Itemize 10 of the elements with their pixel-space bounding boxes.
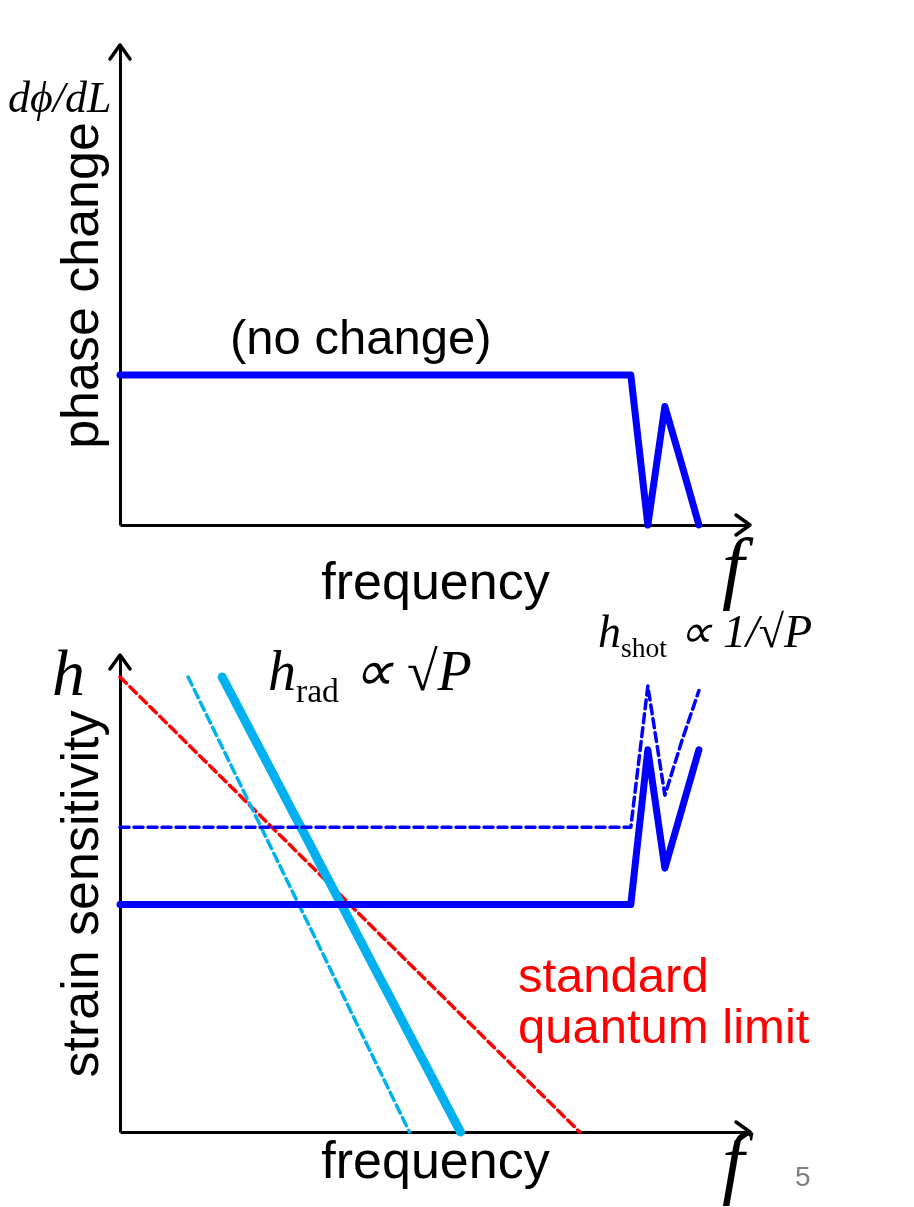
text: dϕ/dL <box>8 73 112 122</box>
text: h <box>52 636 85 709</box>
annotation: h$_{rad}$ ∝ √P <box>268 640 472 710</box>
x-axis-title: frequency <box>321 1130 550 1189</box>
text: 5 <box>795 1161 811 1192</box>
y-axis-title: phase change <box>50 122 109 449</box>
x-axis-title: frequency <box>321 551 550 610</box>
y-axis-title: strain sensitivity <box>50 710 109 1078</box>
annotation: standard quantum limit <box>518 948 811 1054</box>
text: (no change) <box>230 310 492 364</box>
